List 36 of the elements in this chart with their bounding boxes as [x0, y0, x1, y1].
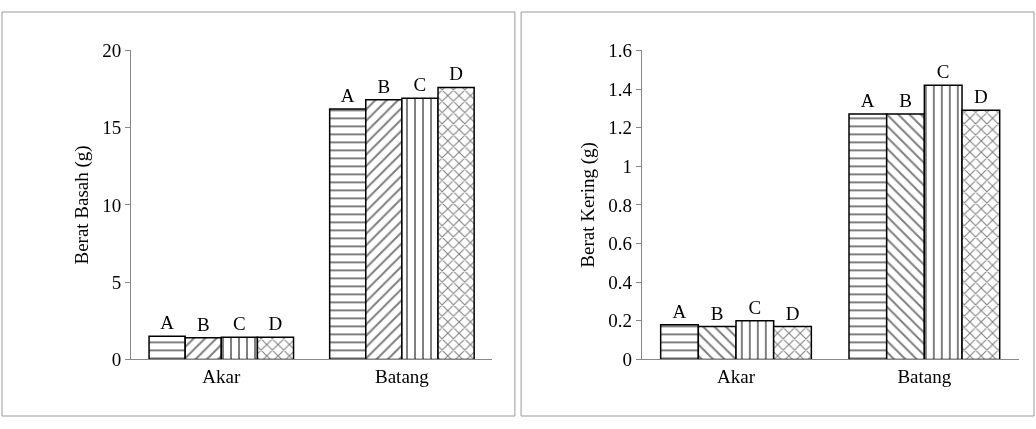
y-tick-label: 0.6: [608, 233, 633, 255]
y-tick-label: 1.6: [608, 40, 633, 62]
text: B: [377, 75, 391, 97]
x-tick-label: Batang: [897, 366, 952, 388]
y-tick-label: 20: [102, 40, 122, 62]
y-axis-title: Berat Kering (g): [577, 142, 600, 268]
y-tick-label: 0: [111, 349, 122, 371]
series-label: A: [672, 300, 687, 322]
y-axis-title: Berat Basah (g): [71, 145, 94, 265]
x-tick-label: Akar: [202, 366, 241, 388]
y-tick-label: 0.2: [608, 310, 633, 332]
y-tick-label: 5: [111, 271, 122, 293]
text: B: [899, 90, 912, 112]
series-label: C: [233, 313, 246, 335]
y-tick-label: 1: [622, 155, 633, 177]
text: C: [936, 61, 950, 83]
text: D: [449, 63, 463, 85]
y-tick-label: 0: [622, 349, 633, 371]
series-label: B: [710, 302, 724, 324]
text: A: [340, 85, 355, 107]
x-tick-label: Akar: [717, 366, 756, 388]
text: C: [413, 74, 427, 96]
y-tick-label: 15: [102, 117, 122, 139]
x-tick-label: Batang: [374, 366, 430, 388]
series-label: B: [196, 313, 210, 335]
y-tick-label: 0.8: [608, 194, 633, 216]
y-tick-label: 1.2: [608, 117, 633, 139]
y-tick-label: 1.4: [608, 78, 633, 100]
text: D: [973, 86, 988, 108]
series-label: D: [268, 313, 283, 335]
y-tick-label: 10: [102, 194, 122, 216]
text: A: [860, 90, 875, 112]
y-tick-label: 0.4: [608, 271, 633, 293]
series-label: C: [748, 296, 762, 318]
series-label: A: [160, 312, 175, 334]
series-label: D: [785, 302, 800, 324]
